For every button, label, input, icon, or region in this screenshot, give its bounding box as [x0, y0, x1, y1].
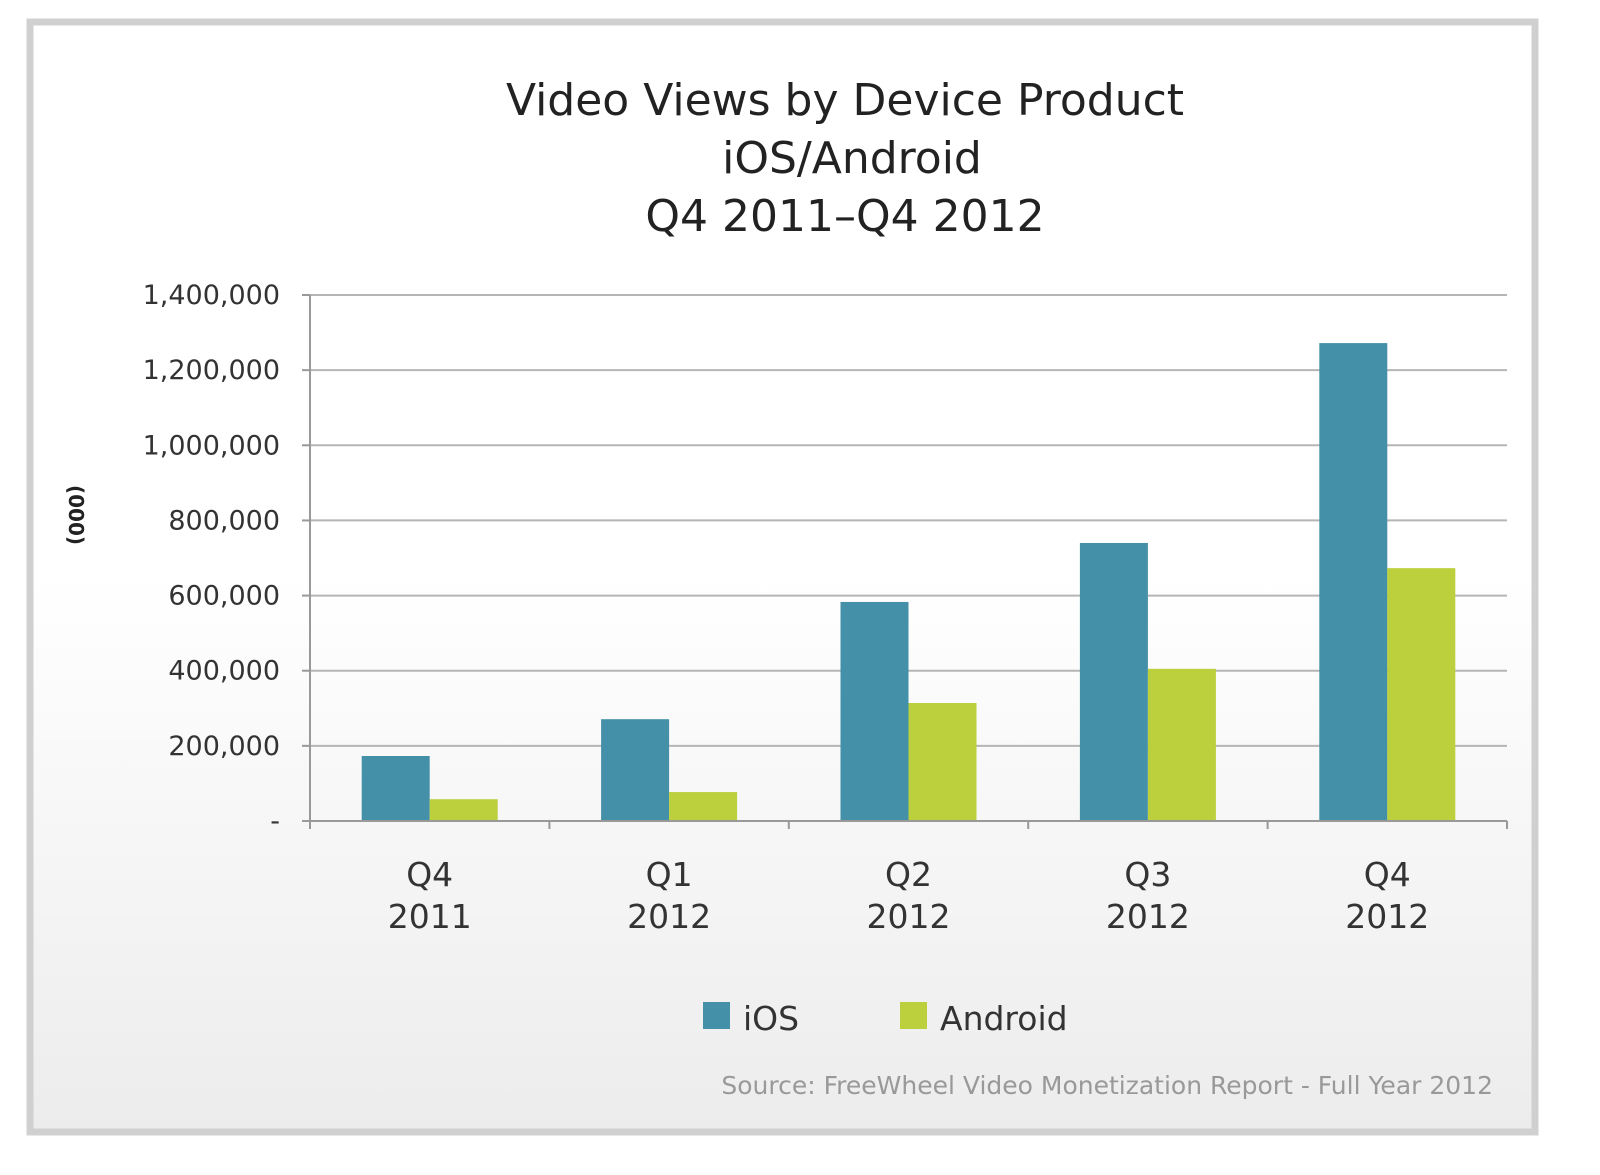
bar-ios — [840, 601, 909, 821]
x-tick-label: Q3 — [1124, 855, 1171, 894]
legend-label-android: Android — [940, 999, 1068, 1038]
bar-ios — [1079, 542, 1148, 821]
chart-title-line-1: Video Views by Device Product — [506, 75, 1184, 126]
x-tick-label: 2012 — [1345, 897, 1429, 936]
y-axis-label: (000) — [64, 485, 88, 545]
x-tick-label: Q4 — [406, 855, 453, 894]
bar-ios — [601, 719, 670, 821]
x-tick-label: 2011 — [388, 897, 472, 936]
x-tick-label: 2012 — [1106, 897, 1190, 936]
y-tick-label: 1,000,000 — [143, 430, 280, 461]
legend-swatch-ios — [703, 1002, 730, 1029]
chart-title-line-3: Q4 2011–Q4 2012 — [645, 191, 1044, 242]
x-tick-label: Q4 — [1364, 855, 1411, 894]
bar-ios — [1319, 343, 1388, 821]
chart-title-line-2: iOS/Android — [722, 133, 982, 184]
y-tick-label: 600,000 — [168, 581, 280, 612]
chart-frame — [26, 18, 1539, 1136]
x-tick-label: Q2 — [885, 855, 932, 894]
bar-android — [429, 799, 498, 821]
bar-android — [1147, 668, 1216, 821]
legend-label-ios: iOS — [743, 999, 799, 1038]
source-note: Source: FreeWheel Video Monetization Rep… — [721, 1071, 1493, 1100]
y-tick-label: 400,000 — [168, 656, 280, 687]
y-tick-label: 800,000 — [168, 505, 280, 536]
bar-android — [669, 792, 738, 821]
y-tick-label: 1,400,000 — [143, 280, 280, 311]
y-tick-label: - — [270, 806, 280, 837]
bar-android — [908, 703, 977, 821]
x-tick-label: Q1 — [646, 855, 693, 894]
y-tick-label: 1,200,000 — [143, 355, 280, 386]
bar-ios — [361, 756, 430, 821]
x-tick-label: 2012 — [627, 897, 711, 936]
legend-swatch-android — [900, 1002, 927, 1029]
x-tick-label: 2012 — [867, 897, 951, 936]
bar-android — [1387, 568, 1456, 821]
y-tick-label: 200,000 — [168, 731, 280, 762]
